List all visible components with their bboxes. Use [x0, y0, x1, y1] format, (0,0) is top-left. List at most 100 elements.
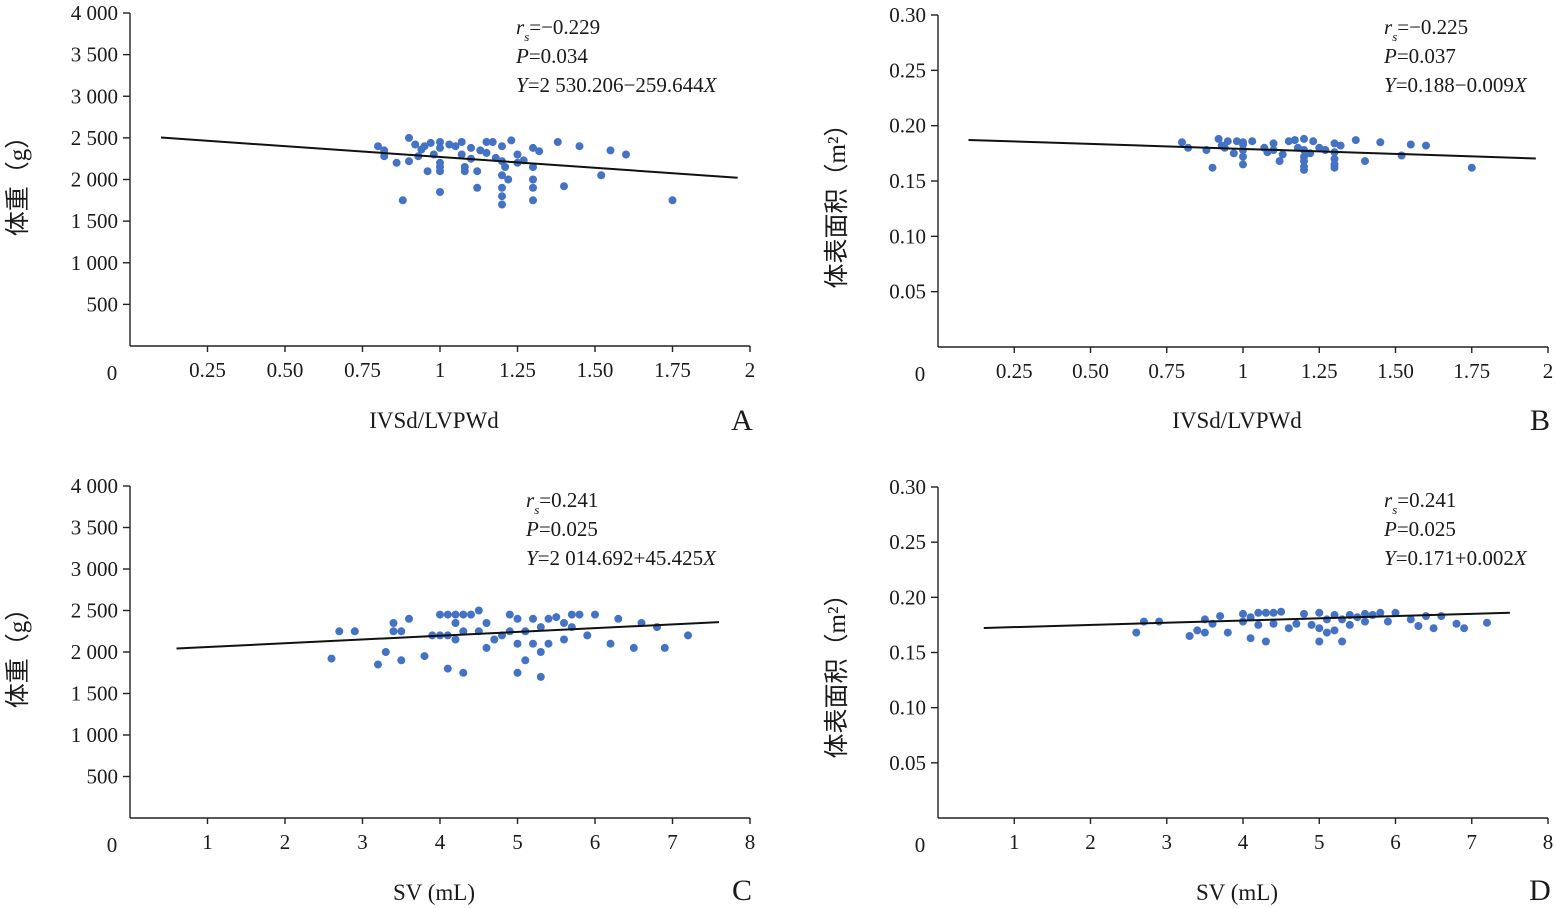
chart-panel-d: 0.05 0.10 0.15 0.20 0.25 0.30 1 2 3 4 5 6 7 8 0 SV (mL)… — [823, 475, 1553, 907]
y-tick-label: 0.15 — [889, 169, 926, 193]
data-point — [1284, 137, 1293, 146]
data-point — [389, 619, 398, 627]
data-point — [1361, 609, 1369, 618]
data-point — [507, 136, 516, 145]
data-point — [1216, 612, 1225, 621]
x-tick-label: 0.50 — [267, 358, 304, 382]
data-point — [473, 167, 482, 176]
x-tick-label: 2 — [1085, 830, 1096, 854]
data-point — [1239, 160, 1247, 169]
data-point — [597, 171, 606, 180]
p-value: =0.025 — [539, 517, 598, 541]
y-tick-label: 2 000 — [71, 168, 118, 192]
y-tick-label: 1 000 — [71, 723, 118, 747]
y-tick-label: 0.25 — [889, 530, 926, 554]
x-tick-label: 0.50 — [1072, 359, 1109, 383]
data-point — [389, 627, 398, 636]
chart-panel-b: 0.05 0.10 0.15 0.20 0.25 0.30 0.25 0.50 0.75 1 1.2… — [823, 3, 1553, 437]
data-point — [560, 619, 568, 627]
data-point — [536, 672, 545, 681]
p-symbol: P — [525, 517, 539, 541]
data-point — [381, 648, 390, 656]
data-point — [1307, 620, 1316, 629]
data-point — [405, 614, 413, 623]
r-symbol: r — [1384, 15, 1393, 39]
x-tick-label: 2 — [1543, 359, 1554, 383]
data-point — [1322, 628, 1331, 637]
annotation-r: rs=−0.225 — [1384, 15, 1468, 44]
data-point — [1429, 624, 1438, 633]
data-point — [397, 656, 406, 665]
r-value: =−0.225 — [1397, 15, 1468, 39]
data-point — [420, 142, 429, 151]
data-point — [1239, 609, 1247, 618]
data-point — [575, 610, 584, 619]
data-point — [405, 133, 413, 142]
eq-body: =0.171+0.002 — [1396, 546, 1514, 570]
eq-y-symbol: Y — [516, 73, 530, 97]
eq-x-symbol: X — [702, 546, 717, 570]
x-tick-label: 7 — [667, 830, 678, 854]
x-tick-label: 2 — [280, 830, 291, 854]
data-point — [668, 196, 677, 205]
data-point — [1315, 624, 1324, 633]
data-point — [529, 143, 537, 152]
data-point — [426, 138, 435, 147]
y-tick-label: 0.20 — [889, 585, 926, 609]
y-tick-label: 3 500 — [71, 516, 118, 540]
data-point — [451, 619, 460, 627]
eq-x-symbol: X — [703, 73, 718, 97]
data-point — [529, 614, 537, 623]
data-point — [398, 196, 407, 205]
data-point — [1330, 139, 1339, 148]
y-tick-label: 0.10 — [889, 696, 926, 720]
data-point — [1208, 163, 1217, 172]
data-point — [457, 138, 466, 146]
data-point — [1239, 152, 1247, 161]
eq-body: =2 530.206−259.644 — [528, 73, 704, 97]
data-point — [436, 167, 444, 176]
y-tick-label: 0.05 — [889, 751, 926, 775]
data-point — [467, 143, 475, 152]
x-tick-label: 5 — [512, 830, 523, 854]
regression-line — [983, 611, 1510, 630]
data-point — [529, 163, 537, 171]
data-point — [482, 148, 491, 157]
annotation-r: rs=−0.229 — [516, 15, 600, 44]
data-point — [575, 142, 584, 151]
x-axis-label: SV (mL) — [1196, 880, 1278, 905]
x-tick-label: 1.75 — [654, 358, 691, 382]
data-point — [1345, 620, 1354, 629]
y-tick-label: 0.10 — [889, 224, 926, 248]
data-point — [1269, 619, 1278, 628]
data-point — [451, 635, 460, 644]
eq-body: =2 014.692+45.425 — [538, 546, 703, 570]
data-point — [1193, 626, 1202, 635]
x-tick-label: 1 — [202, 830, 213, 854]
eq-x-symbol: X — [1513, 73, 1528, 97]
data-point — [474, 606, 483, 615]
data-point — [606, 639, 615, 648]
data-point — [1232, 137, 1241, 146]
y-tick-label: 500 — [87, 765, 119, 789]
data-point — [1284, 624, 1293, 633]
p-value: =0.025 — [1397, 517, 1456, 541]
data-point — [482, 138, 491, 146]
x-tick-label: 7 — [1467, 830, 1478, 854]
r-subscript: s — [1392, 502, 1397, 517]
r-value: =−0.229 — [529, 15, 600, 39]
data-point — [529, 183, 537, 192]
data-point — [1300, 134, 1308, 143]
data-point — [498, 171, 506, 180]
data-point — [1361, 617, 1369, 626]
x-tick-label: 4 — [435, 830, 446, 854]
data-point — [1178, 138, 1186, 147]
data-point — [567, 610, 576, 619]
data-point — [335, 627, 344, 636]
data-point — [1223, 628, 1232, 637]
annotation-r: rs=0.241 — [526, 488, 598, 517]
data-point — [1214, 134, 1223, 143]
p-symbol: P — [515, 44, 529, 68]
data-point — [436, 610, 444, 619]
